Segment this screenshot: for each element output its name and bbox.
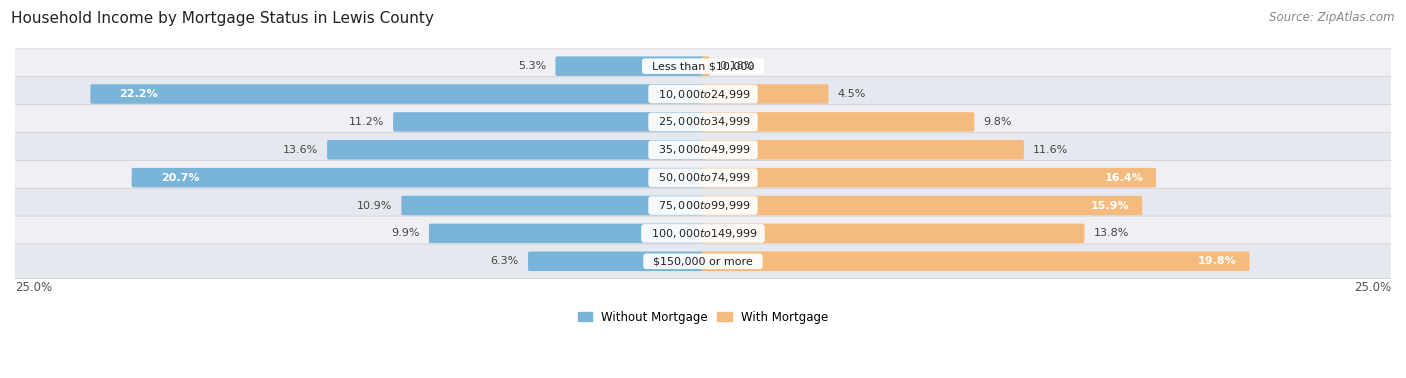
Text: 22.2%: 22.2% <box>120 89 159 99</box>
Text: 19.8%: 19.8% <box>1198 256 1237 266</box>
FancyBboxPatch shape <box>1 160 1405 195</box>
FancyBboxPatch shape <box>702 56 710 76</box>
FancyBboxPatch shape <box>702 251 1250 271</box>
FancyBboxPatch shape <box>394 112 704 132</box>
Text: $25,000 to $34,999: $25,000 to $34,999 <box>651 115 755 129</box>
Text: $75,000 to $99,999: $75,000 to $99,999 <box>651 199 755 212</box>
Text: 15.9%: 15.9% <box>1091 201 1129 211</box>
FancyBboxPatch shape <box>401 196 704 215</box>
FancyBboxPatch shape <box>702 112 974 132</box>
FancyBboxPatch shape <box>702 224 1084 243</box>
Text: 9.8%: 9.8% <box>984 117 1012 127</box>
FancyBboxPatch shape <box>1 105 1405 139</box>
Text: $150,000 or more: $150,000 or more <box>647 256 759 266</box>
Text: 6.3%: 6.3% <box>491 256 519 266</box>
Text: 9.9%: 9.9% <box>391 228 419 239</box>
Text: $35,000 to $49,999: $35,000 to $49,999 <box>651 143 755 156</box>
FancyBboxPatch shape <box>328 140 704 160</box>
Text: Less than $10,000: Less than $10,000 <box>645 61 761 71</box>
Text: 4.5%: 4.5% <box>838 89 866 99</box>
Text: 20.7%: 20.7% <box>160 173 200 183</box>
FancyBboxPatch shape <box>1 244 1405 279</box>
Text: 16.4%: 16.4% <box>1105 173 1143 183</box>
Text: 0.18%: 0.18% <box>718 61 755 71</box>
Text: $100,000 to $149,999: $100,000 to $149,999 <box>644 227 762 240</box>
Text: $10,000 to $24,999: $10,000 to $24,999 <box>651 88 755 101</box>
FancyBboxPatch shape <box>1 133 1405 167</box>
Text: Source: ZipAtlas.com: Source: ZipAtlas.com <box>1270 11 1395 24</box>
FancyBboxPatch shape <box>529 251 704 271</box>
Text: 10.9%: 10.9% <box>357 201 392 211</box>
FancyBboxPatch shape <box>429 224 704 243</box>
FancyBboxPatch shape <box>702 84 828 104</box>
Text: $50,000 to $74,999: $50,000 to $74,999 <box>651 171 755 184</box>
FancyBboxPatch shape <box>132 168 704 187</box>
FancyBboxPatch shape <box>702 140 1024 160</box>
Text: 25.0%: 25.0% <box>15 281 52 294</box>
FancyBboxPatch shape <box>1 49 1405 84</box>
Text: 11.2%: 11.2% <box>349 117 384 127</box>
Text: Household Income by Mortgage Status in Lewis County: Household Income by Mortgage Status in L… <box>11 11 434 26</box>
FancyBboxPatch shape <box>1 216 1405 251</box>
FancyBboxPatch shape <box>90 84 704 104</box>
FancyBboxPatch shape <box>702 168 1156 187</box>
Text: 5.3%: 5.3% <box>517 61 546 71</box>
FancyBboxPatch shape <box>1 77 1405 111</box>
Text: 25.0%: 25.0% <box>1354 281 1391 294</box>
FancyBboxPatch shape <box>555 56 704 76</box>
FancyBboxPatch shape <box>1 188 1405 223</box>
Legend: Without Mortgage, With Mortgage: Without Mortgage, With Mortgage <box>574 306 832 328</box>
Text: 13.8%: 13.8% <box>1094 228 1129 239</box>
Text: 13.6%: 13.6% <box>283 145 318 155</box>
Text: 11.6%: 11.6% <box>1033 145 1069 155</box>
FancyBboxPatch shape <box>702 196 1142 215</box>
